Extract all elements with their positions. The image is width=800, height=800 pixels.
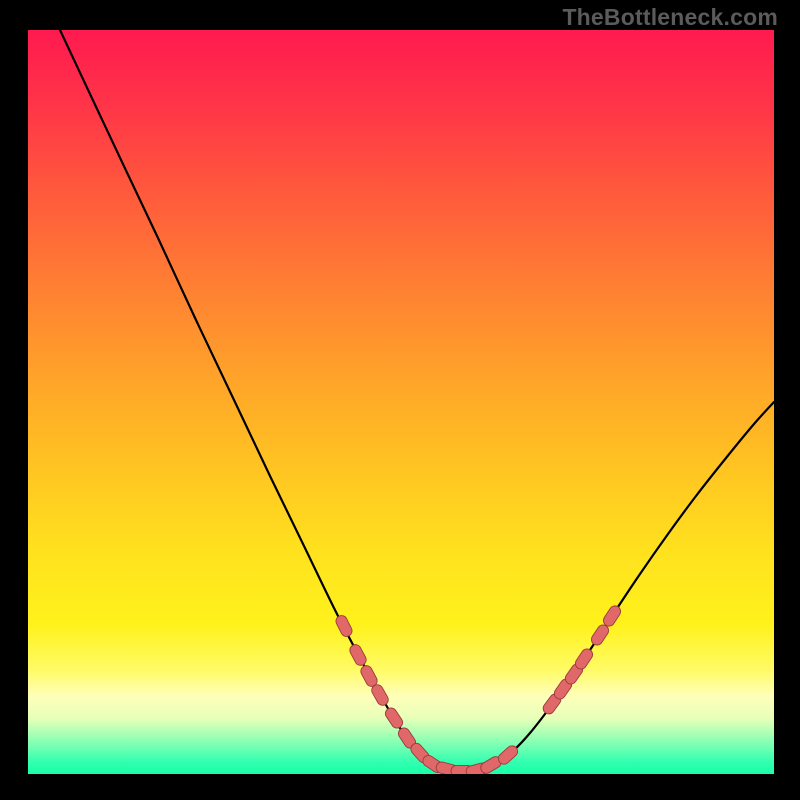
curve-layer: [28, 30, 774, 774]
data-marker: [348, 643, 368, 668]
plot-area: [28, 30, 774, 774]
watermark-label: TheBottleneck.com: [562, 4, 778, 31]
data-marker: [370, 683, 391, 708]
chart-frame: TheBottleneck.com: [0, 0, 800, 800]
data-marker: [601, 604, 622, 629]
data-marker: [383, 706, 405, 731]
curve-segment: [464, 402, 774, 771]
curve-segment: [60, 30, 464, 771]
data-marker: [334, 614, 354, 639]
data-marker: [589, 623, 611, 648]
